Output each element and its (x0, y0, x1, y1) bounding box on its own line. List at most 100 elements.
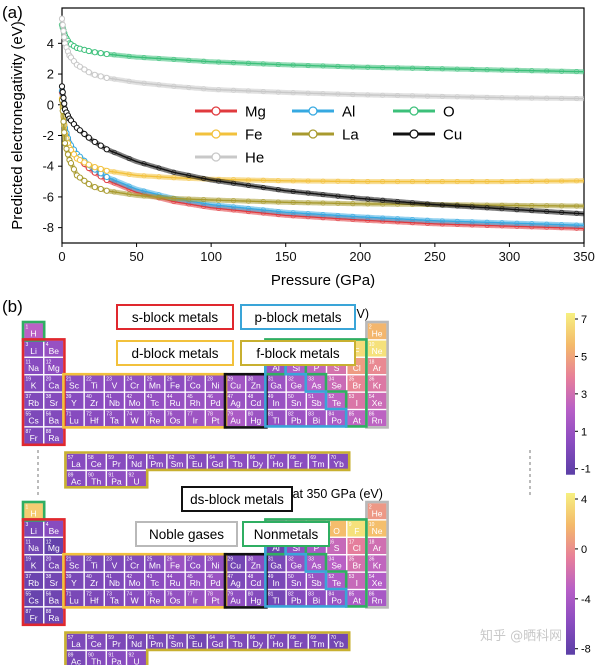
element-cell-H: 1H (23, 322, 44, 340)
data-point (230, 60, 237, 66)
data-point (529, 208, 535, 214)
atomic-number: 49 (268, 574, 274, 580)
data-point (260, 61, 266, 67)
element-symbol: Nb (109, 398, 120, 408)
y-tick-label: -2 (42, 128, 54, 143)
element-symbol: Cu (230, 381, 241, 391)
x-tick-label: 350 (573, 249, 595, 264)
series-Cu (58, 83, 585, 217)
atomic-number: 57 (68, 455, 74, 461)
atomic-number: 50 (288, 574, 294, 580)
atomic-number: 25 (147, 557, 153, 563)
data-point (245, 88, 251, 94)
atomic-number: 70 (331, 635, 337, 641)
element-symbol: Pm (150, 639, 163, 649)
cell-fill (86, 650, 107, 665)
atomic-number: 47 (228, 574, 234, 580)
data-point (529, 221, 535, 227)
element-symbol: Gd (212, 459, 224, 469)
element-symbol: Se (331, 561, 342, 571)
element-symbol: Ar (373, 543, 382, 553)
element-symbol: He (372, 328, 383, 338)
series-O (58, 21, 584, 75)
x-tick-label: 300 (499, 249, 521, 264)
element-cell-Be: 4Be (44, 340, 64, 357)
element-symbol: Ce (91, 639, 102, 649)
data-point (514, 220, 520, 226)
atomic-number: 27 (187, 557, 193, 563)
element-symbol: Sb (311, 398, 322, 408)
legend-box-label: d-block metals (131, 346, 218, 361)
legend-box-d: d-block metals (116, 340, 234, 366)
element-symbol: O (333, 526, 340, 536)
atomic-number: 22 (86, 377, 92, 383)
atomic-number: 63 (189, 635, 195, 641)
data-point (275, 61, 281, 68)
data-point (216, 178, 222, 184)
atomic-number: 52 (329, 394, 335, 400)
data-point (275, 187, 281, 193)
data-point (171, 83, 177, 89)
block-legend: s-block metals p-block metals d-block meta… (37, 304, 531, 547)
data-point (380, 179, 386, 185)
data-point (305, 211, 311, 217)
data-point (85, 161, 92, 168)
element-symbol: Au (230, 595, 241, 605)
y-axis-label: Predicted electronegativity (eV) (9, 21, 26, 229)
data-point (529, 178, 535, 184)
data-point (454, 218, 460, 224)
x-tick-label: 0 (58, 249, 65, 264)
element-symbol: Pa (111, 656, 122, 665)
atomic-number: 87 (26, 609, 32, 615)
element-symbol: Pr (112, 639, 121, 649)
atomic-number: 19 (26, 557, 32, 563)
panel-a-label: (a) (2, 3, 23, 22)
atomic-number: 78 (207, 592, 213, 598)
table-title: χ̂ at 350 GPa (eV) (283, 487, 383, 501)
atomic-number: 22 (86, 557, 92, 563)
data-point (245, 182, 251, 188)
atomic-number: 64 (209, 635, 215, 641)
element-symbol: Ge (291, 561, 303, 571)
atomic-number: 75 (147, 592, 153, 598)
element-symbol: Na (28, 543, 39, 553)
element-symbol: Fe (170, 561, 180, 571)
element-cell-I: 53I (347, 392, 367, 410)
data-point (395, 92, 401, 99)
element-symbol: Sn (291, 398, 302, 408)
legend-box-label: ds-block metals (190, 492, 284, 507)
legend-box-frame (181, 486, 293, 512)
element-symbol: Ir (193, 595, 198, 605)
data-point (320, 91, 326, 97)
element-symbol: Mg (48, 543, 60, 553)
data-point (305, 200, 311, 206)
legend-box-p: p-block metals (240, 304, 356, 330)
element-symbol: Ne (372, 526, 383, 536)
element-symbol: Po (331, 595, 342, 605)
atomic-number: 70 (331, 455, 337, 461)
colorbar (566, 493, 575, 655)
element-symbol: Ag (230, 398, 241, 408)
atomic-number: 43 (147, 574, 153, 580)
atomic-number: 18 (369, 539, 375, 545)
element-symbol: S (334, 543, 340, 553)
element-symbol: Sc (69, 381, 80, 391)
atomic-number: 50 (288, 394, 294, 400)
data-point (350, 92, 356, 98)
legend-box-frame (116, 340, 234, 366)
